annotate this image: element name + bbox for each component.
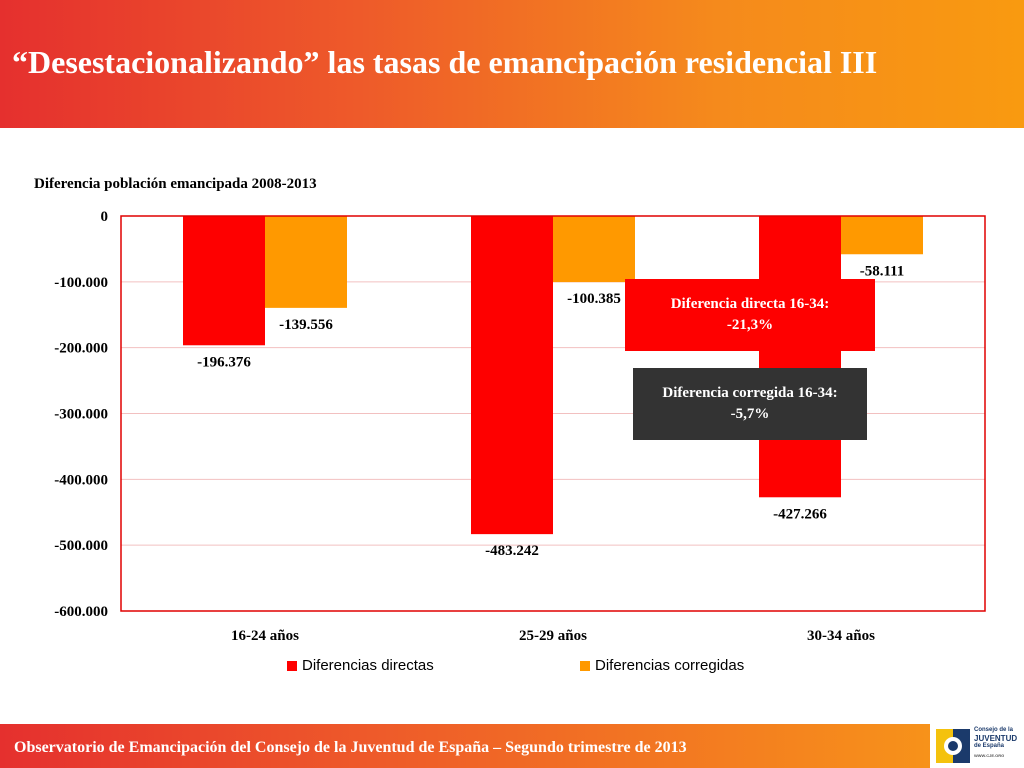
legend-swatch-direct — [287, 660, 297, 671]
cje-logo: Consejo de la JUVENTUD de España WWW.CJE… — [930, 724, 1024, 768]
legend-swatch-corrected — [580, 660, 590, 671]
bar-corrected — [553, 216, 635, 283]
callout-corrected-line1: Diferencia corregida 16-34: — [662, 385, 838, 401]
bar-corrected — [265, 216, 347, 308]
data-label: -196.376 — [197, 354, 251, 370]
footer-text: Observatorio de Emancipación del Consejo… — [14, 739, 687, 756]
slide-title: “Desestacionalizando” las tasas de emanc… — [12, 44, 878, 80]
callout-corrected-difference: Diferencia corregida 16-34: -5,7% — [633, 368, 867, 440]
callout-direct-difference: Diferencia directa 16-34: -21,3% — [625, 279, 875, 351]
slide-header: “Desestacionalizando” las tasas de emanc… — [0, 0, 1024, 128]
bar-direct — [183, 216, 265, 346]
bar-corrected — [841, 216, 923, 255]
y-tick-label: -500.000 — [54, 538, 108, 554]
legend-item-corrected: Diferencias corregidas — [580, 657, 744, 674]
x-tick-label: 30-34 años — [807, 628, 875, 644]
y-tick-label: 0 — [101, 209, 109, 225]
y-tick-label: -200.000 — [54, 341, 108, 357]
legend-label-direct: Diferencias directas — [302, 657, 434, 674]
data-label: -427.266 — [773, 506, 827, 522]
chart-title: Diferencia población emancipada 2008-201… — [34, 176, 317, 192]
plot-area-border — [120, 215, 986, 612]
y-tick-label: -300.000 — [54, 407, 108, 423]
x-tick-label: 25-29 años — [519, 628, 587, 644]
logo-line1: Consejo de la — [974, 727, 1014, 733]
cje-logo-text: Consejo de la JUVENTUD de España WWW.CJE… — [974, 727, 1024, 759]
logo-url: WWW.CJE.ORG — [974, 753, 1005, 758]
logo-line2: JUVENTUD — [974, 734, 1018, 743]
logo-line3: de España — [974, 743, 1005, 749]
bar-direct — [759, 216, 841, 498]
data-label: -483.242 — [485, 543, 539, 559]
x-tick-label: 16-24 años — [231, 628, 299, 644]
cje-logo-icon — [936, 729, 970, 763]
data-label: -139.556 — [279, 317, 333, 333]
bar-direct — [471, 216, 553, 535]
data-label: -58.111 — [860, 263, 905, 279]
y-tick-label: -100.000 — [54, 275, 108, 291]
callout-corrected-line2: -5,7% — [730, 406, 770, 422]
y-tick-label: -600.000 — [54, 604, 108, 620]
bar-chart: 0 -100.000 -200.000 -300.000 -400.000 -500.00… — [54, 209, 986, 644]
y-tick-label: -400.000 — [54, 472, 108, 488]
legend-item-direct: Diferencias directas — [287, 657, 434, 674]
callout-direct-line1: Diferencia directa 16-34: — [670, 296, 830, 312]
slide-footer: Observatorio de Emancipación del Consejo… — [0, 724, 930, 768]
callout-direct-line2: -21,3% — [726, 317, 774, 333]
data-label: -100.385 — [567, 291, 621, 307]
legend-label-corrected: Diferencias corregidas — [595, 657, 745, 674]
